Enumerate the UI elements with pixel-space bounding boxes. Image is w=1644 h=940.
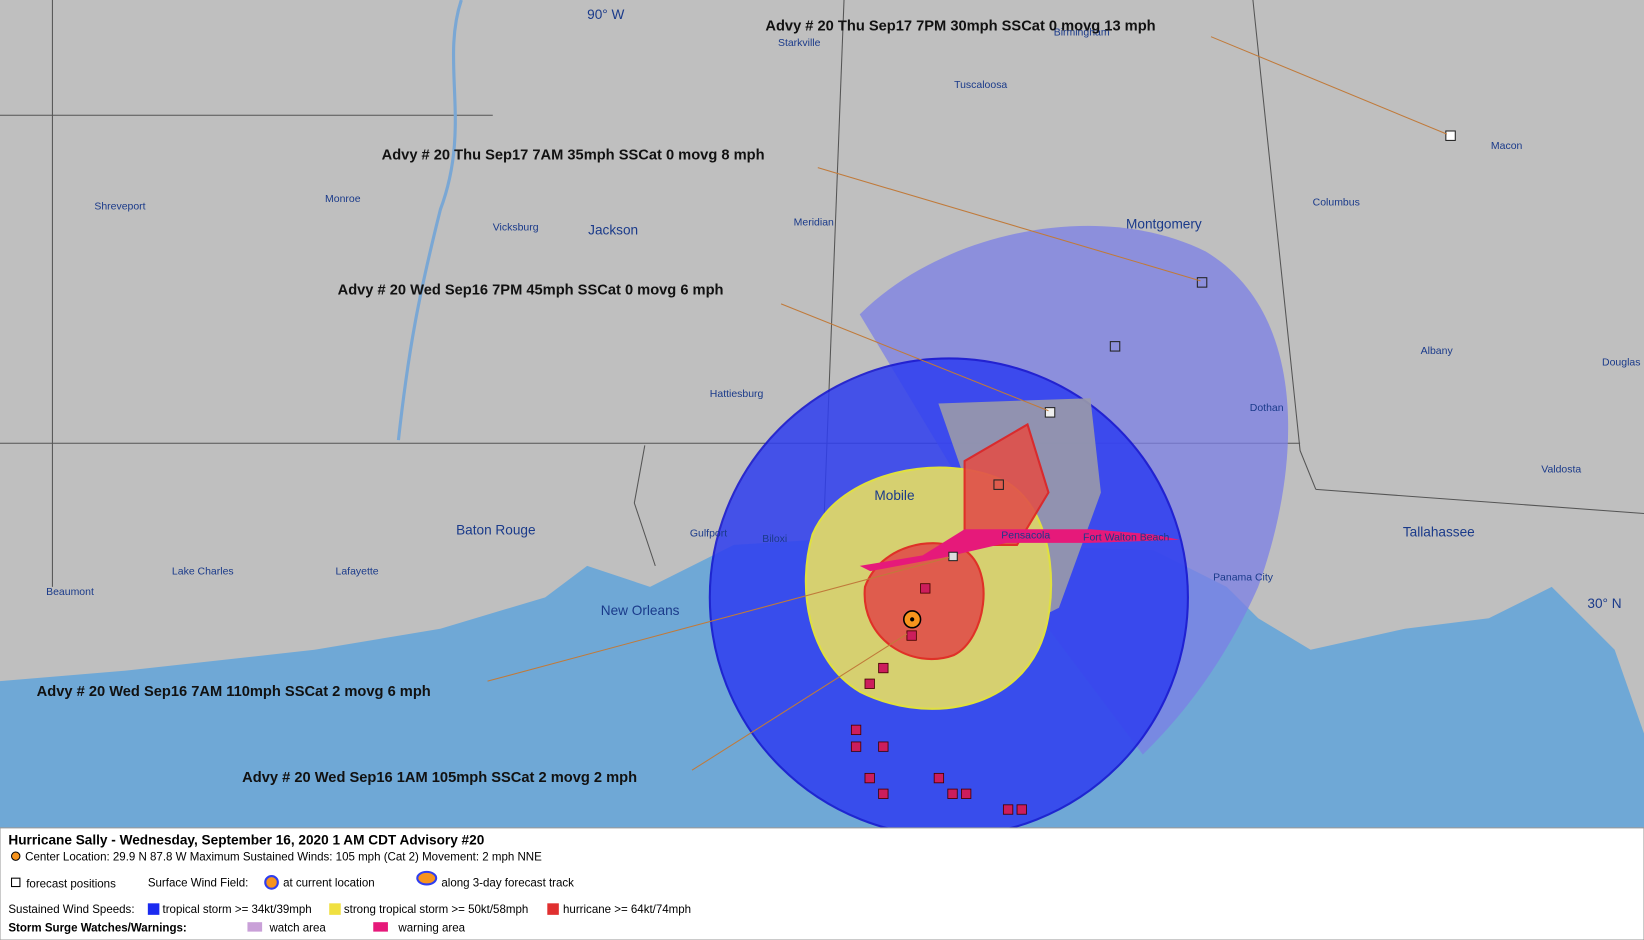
city: Columbus xyxy=(1313,197,1360,208)
legend-swatch xyxy=(329,903,341,915)
labels: 90° W 30° N Starkville Birmingham Tuscal… xyxy=(37,7,1641,786)
legend-text: Surface Wind Field: xyxy=(148,878,249,890)
legend-text: Storm Surge Watches/Warnings: xyxy=(8,923,186,935)
legend-text: watch area xyxy=(268,923,326,935)
legend-title: Hurricane Sally - Wednesday, September 1… xyxy=(8,833,484,848)
city: Valdosta xyxy=(1541,465,1581,476)
city: Biloxi xyxy=(762,534,787,545)
city: Starkville xyxy=(778,38,821,49)
city: Hattiesburg xyxy=(710,389,764,400)
lon-label: 90° W xyxy=(587,7,624,22)
mississippi-river xyxy=(396,0,463,441)
city: Baton Rouge xyxy=(456,522,535,537)
city: Meridian xyxy=(794,217,834,228)
city: Monroe xyxy=(325,194,361,205)
city: Birmingham xyxy=(1054,28,1110,39)
legend-text: tropical storm >= 34kt/39mph xyxy=(163,904,312,916)
legend-swatch xyxy=(247,922,263,932)
legend-center-icon xyxy=(11,851,21,861)
legend-text: hurricane >= 64kt/74mph xyxy=(563,904,691,916)
legend-current-icon xyxy=(264,875,279,890)
legend-text: Sustained Wind Speeds: xyxy=(8,904,134,916)
legend-swatch xyxy=(373,922,388,932)
city: Jackson xyxy=(588,223,638,238)
legend-text: strong tropical storm >= 50kt/58mph xyxy=(344,904,528,916)
city: Lake Charles xyxy=(172,566,234,577)
city: Douglas xyxy=(1602,358,1640,369)
legend-swatch xyxy=(147,903,160,915)
city: Shreveport xyxy=(94,202,145,213)
advisory-label: Advy # 20 Thu Sep17 7PM 30mph SSCat 0 mo… xyxy=(765,18,1155,34)
legend-swatch xyxy=(547,903,559,915)
city: New Orleans xyxy=(601,603,680,618)
lat-label: 30° N xyxy=(1587,596,1621,611)
city: Pensacola xyxy=(1001,531,1050,542)
advisory-label: Advy # 20 Thu Sep17 7AM 35mph SSCat 0 mo… xyxy=(382,147,765,163)
city: Beaumont xyxy=(46,587,94,598)
legend-track-icon xyxy=(416,870,438,886)
legend-center: Center Location: 29.9 N 87.8 W Maximum S… xyxy=(25,851,542,863)
city: Tallahassee xyxy=(1403,525,1475,540)
legend: Hurricane Sally - Wednesday, September 1… xyxy=(8,833,691,935)
current-center-dot xyxy=(910,617,915,622)
advisory-label: Advy # 20 Wed Sep16 7AM 110mph SSCat 2 m… xyxy=(37,684,431,700)
city: Tuscaloosa xyxy=(954,80,1007,91)
advisory-label: Advy # 20 Wed Sep16 1AM 105mph SSCat 2 m… xyxy=(242,770,637,786)
surge-warning-area xyxy=(859,529,1180,572)
forecast-positions xyxy=(948,130,1456,562)
city: Macon xyxy=(1491,141,1523,152)
legend-text: warning area xyxy=(397,923,465,935)
city: Gulfport xyxy=(690,529,727,540)
city: Panama City xyxy=(1213,573,1274,584)
advisory-label: Advy # 20 Wed Sep16 7PM 45mph SSCat 0 mo… xyxy=(338,282,724,298)
city: Fort Walton Beach xyxy=(1083,533,1170,544)
legend-text: at current location xyxy=(283,878,375,890)
track-positions xyxy=(850,583,1027,815)
city: Albany xyxy=(1421,346,1454,357)
city: Dothan xyxy=(1250,403,1284,414)
city: Lafayette xyxy=(336,566,379,577)
leader-lines xyxy=(487,36,1448,771)
city: Vicksburg xyxy=(493,223,539,234)
legend-text: forecast positions xyxy=(26,879,116,891)
legend-text: along 3-day forecast track xyxy=(441,878,574,890)
city: Montgomery xyxy=(1126,216,1202,231)
city: Mobile xyxy=(874,488,914,503)
legend-forecast-icon xyxy=(11,877,21,888)
